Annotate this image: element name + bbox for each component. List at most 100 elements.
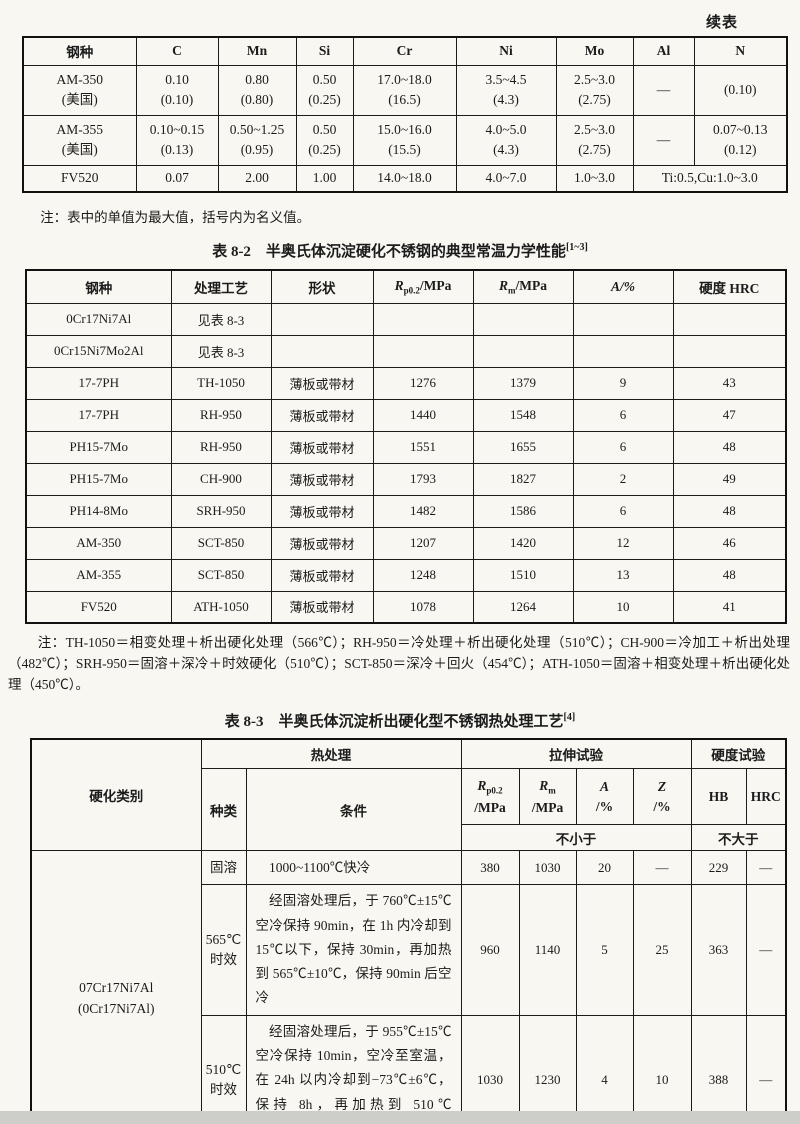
cell: [372, 302, 474, 336]
cell: 薄板或带材: [270, 366, 374, 400]
table-8-2-caption-reference: [1~3]: [565, 242, 588, 253]
cell: 1.0~3.0: [555, 164, 634, 193]
cell: [472, 302, 574, 336]
table-row: FV520 0.07 2.00 1.00 14.0~18.0 4.0~7.0 1…: [22, 164, 788, 193]
cell: 1276: [372, 366, 474, 400]
header-cell-rp02: Rp0.2/MPa: [372, 269, 474, 304]
cell: 10: [632, 1014, 692, 1124]
cell: AM-355: [25, 558, 172, 592]
table-8-3-caption-reference: [4]: [563, 711, 576, 723]
cell: [672, 334, 787, 368]
header-cell-hrc: HRC: [745, 768, 787, 826]
cell: 14.0~18.0: [352, 164, 457, 193]
header-cell-elongation: A /%: [575, 768, 634, 826]
cell: 17-7PH: [25, 398, 172, 432]
cell: 2: [572, 462, 674, 496]
cell: —: [632, 850, 692, 886]
composition-table-note: 注：表中的单值为最大值，括号内为名义值。: [40, 210, 311, 225]
header-cell-condition: 条件: [245, 768, 462, 852]
cell: 17-7PH: [25, 366, 172, 400]
cell: —: [745, 884, 787, 1016]
cell: 17.0~18.0 (16.5): [352, 64, 457, 116]
cell: 0Cr17Ni7Al: [25, 302, 172, 336]
table-row: AM-355 SCT-850 薄板或带材 1248 1510 13 48: [25, 558, 787, 592]
cell-condition: 经固溶处理后，于 955℃±15℃空冷保持 10min，空冷至室温，在 24h …: [245, 1014, 462, 1124]
cell: —: [745, 1014, 787, 1124]
header-cell-mn: Mn: [217, 36, 297, 66]
cell: 960: [460, 884, 520, 1016]
cell: 0.10 (0.10): [135, 64, 219, 116]
header-group-heat-treatment: 热处理: [200, 738, 462, 770]
cell: 41: [672, 590, 787, 624]
cell: 薄板或带材: [270, 590, 374, 624]
cell: [672, 302, 787, 336]
cell: RH-950: [170, 430, 272, 464]
header-cell-steel: 钢种: [22, 36, 137, 66]
cell: 1482: [372, 494, 474, 528]
table-8-3-caption-text: 表 8-3 半奥氏体沉淀析出硬化型不锈钢热处理工艺: [224, 713, 564, 730]
cell: 20: [575, 850, 634, 886]
cell: 0.50 (0.25): [295, 114, 354, 166]
cell: PH15-7Mo: [25, 430, 172, 464]
cell: 47: [672, 398, 787, 432]
cell: PH15-7Mo: [25, 462, 172, 496]
cell: 1510: [472, 558, 574, 592]
header-cell-si: Si: [295, 36, 354, 66]
cell: 48: [672, 558, 787, 592]
header-cell-shape: 形状: [270, 269, 374, 304]
cell: 0.80 (0.80): [217, 64, 297, 116]
header-cell-rm: Rm /MPa: [518, 768, 577, 826]
cell: [372, 334, 474, 368]
cell: 6: [572, 398, 674, 432]
cell: [270, 334, 374, 368]
cell: 48: [672, 430, 787, 464]
cell: 1793: [372, 462, 474, 496]
header-cell-steel: 钢种: [25, 269, 172, 304]
cell: 1230: [518, 1014, 577, 1124]
header-cell-rm: Rm/MPa: [472, 269, 574, 304]
cell: TH-1050: [170, 366, 272, 400]
cell: 1248: [372, 558, 474, 592]
table-row: PH14-8Mo SRH-950 薄板或带材 1482 1586 6 48: [25, 494, 787, 528]
header-cell-mo: Mo: [555, 36, 634, 66]
cell: 388: [690, 1014, 747, 1124]
table-header-row: 不小于 不大于: [31, 824, 787, 852]
cell: [270, 302, 374, 336]
cell: 1140: [518, 884, 577, 1016]
heat-treatment-table: 硬化类别 热处理 拉伸试验 硬度试验 种类 条件 Rp0.2 /MPa Rm /…: [30, 737, 787, 1124]
cell: 363: [690, 884, 747, 1016]
cell: CH-900: [170, 462, 272, 496]
cell: 1078: [372, 590, 474, 624]
cell-kind: 固溶: [200, 850, 247, 886]
cell: 1207: [372, 526, 474, 560]
cell: RH-950: [170, 398, 272, 432]
cell: 1379: [472, 366, 574, 400]
header-cell-cr: Cr: [352, 36, 457, 66]
table-row: 17-7PH RH-950 薄板或带材 1440 1548 6 47: [25, 398, 787, 432]
page-edge-shadow: [0, 1111, 800, 1124]
cell: 1548: [472, 398, 574, 432]
cell: 1655: [472, 430, 574, 464]
header-group-hardness-test: 硬度试验: [690, 738, 787, 770]
cell: 薄板或带材: [270, 526, 374, 560]
table-header-row: 硬化类别 热处理 拉伸试验 硬度试验: [30, 738, 787, 852]
cell: 薄板或带材: [270, 398, 374, 432]
cell: [572, 302, 674, 336]
table-header-row: 钢种 C Mn Si Cr Ni Mo Al N: [22, 36, 788, 66]
cell: AM-355 (美国): [22, 114, 137, 166]
table-header-row: 钢种 处理工艺 形状 Rp0.2/MPa Rm/MPa A/% 硬度 HRC: [25, 269, 787, 304]
table-row: AM-350 (美国) 0.10 (0.10) 0.80 (0.80) 0.50…: [22, 64, 788, 116]
header-cell-not-greater-than: 不大于: [690, 824, 787, 852]
header-cell-elongation: A/%: [572, 269, 674, 304]
cell: 380: [460, 850, 520, 886]
cell: 3.5~4.5 (4.3): [455, 64, 557, 116]
cell: 薄板或带材: [270, 430, 374, 464]
cell: 1030: [518, 850, 577, 886]
table-row: 17-7PH TH-1050 薄板或带材 1276 1379 9 43: [25, 366, 787, 400]
cell: —: [632, 64, 695, 116]
cell: 0.07: [135, 164, 219, 193]
cell: 5: [575, 884, 634, 1016]
table-row: AM-355 (美国) 0.10~0.15 (0.13) 0.50~1.25 (…: [22, 114, 788, 166]
header-group-tensile-test: 拉伸试验: [460, 738, 692, 770]
